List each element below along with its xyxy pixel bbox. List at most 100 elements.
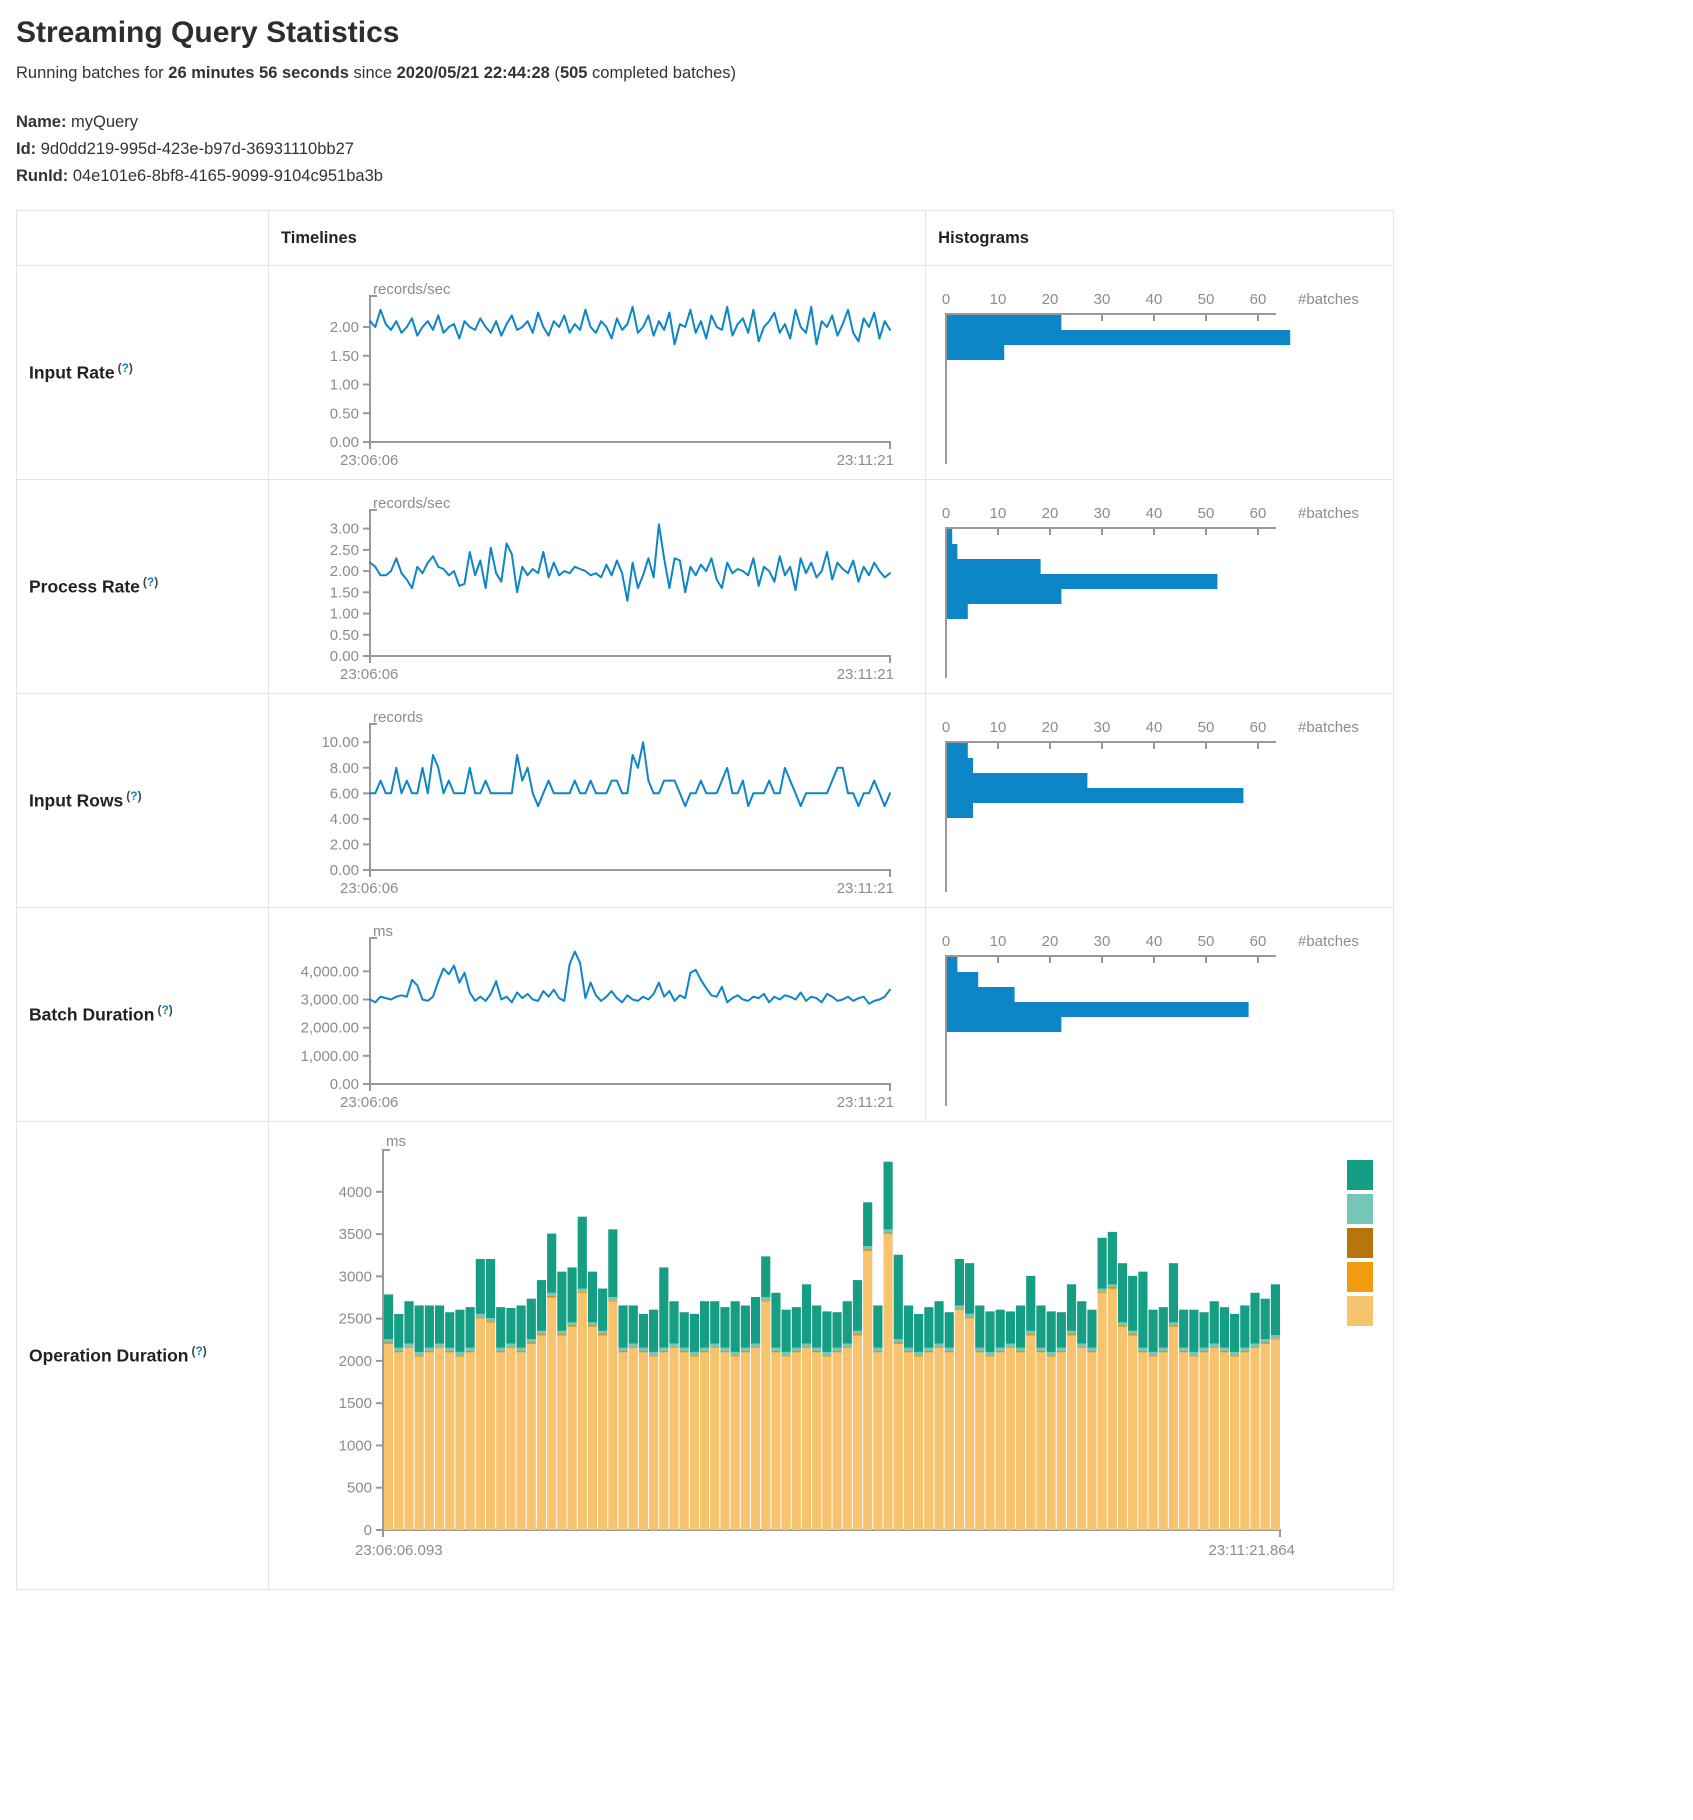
svg-text:1500: 1500	[339, 1395, 372, 1412]
query-runid-line: RunId: 04e101e6-8bf8-4165-9099-9104c951b…	[16, 167, 383, 185]
svg-text:0.00: 0.00	[330, 434, 359, 451]
svg-text:#batches: #batches	[1298, 933, 1359, 950]
svg-text:1.00: 1.00	[330, 377, 359, 394]
svg-text:ms: ms	[373, 923, 393, 940]
svg-text:40: 40	[1146, 291, 1163, 308]
svg-text:2.00: 2.00	[330, 836, 359, 853]
svg-text:23:06:06: 23:06:06	[340, 880, 398, 897]
svg-text:30: 30	[1094, 505, 1111, 522]
svg-text:50: 50	[1198, 505, 1215, 522]
svg-text:0: 0	[364, 1522, 372, 1539]
input-rate-help-icon[interactable]: (?)	[117, 361, 133, 376]
input-rate-timeline-chart: records/sec 2.00 1.50 1.00 0.50 0.00 23:06:06 2…	[275, 274, 925, 477]
svg-text:50: 50	[1198, 933, 1215, 950]
batch-duration-timeline-chart: ms 4,000.00 3,000.00 2,000.00 1,000.00 0.00 23…	[275, 916, 925, 1119]
svg-text:1000: 1000	[339, 1437, 372, 1454]
input-rate-row: Input Rate (?) records/sec 2.00 1.50 1.00 0.5…	[16, 265, 1394, 480]
svg-text:0: 0	[942, 291, 950, 308]
input-rows-row: Input Rows (?) records 10.00 8.00 6.00 4.00 2.…	[16, 693, 1394, 908]
input-rows-label: Input Rows	[29, 790, 124, 811]
query-name-line: Name: myQuery	[16, 113, 138, 131]
operation-duration-stacked-chart: ms 4000 3500 3000 2500 2000 1500 1000 500 0 23:06:…	[275, 1130, 1393, 1575]
svg-text:2.00: 2.00	[330, 563, 359, 580]
batch-duration-help-icon[interactable]: (?)	[157, 1003, 173, 1018]
svg-text:23:06:06: 23:06:06	[340, 666, 398, 683]
input-rows-help-icon[interactable]: (?)	[126, 789, 142, 804]
svg-text:6.00: 6.00	[330, 785, 359, 802]
operation-duration-help-icon[interactable]: (?)	[191, 1344, 207, 1359]
svg-text:60: 60	[1250, 291, 1267, 308]
svg-text:4.00: 4.00	[330, 811, 359, 828]
svg-text:60: 60	[1250, 505, 1267, 522]
svg-text:#batches: #batches	[1298, 719, 1359, 736]
svg-text:1.50: 1.50	[330, 348, 359, 365]
svg-text:20: 20	[1042, 291, 1059, 308]
process-rate-histogram-chart: 0 10 20 30 40 50 60 #batches	[932, 488, 1393, 691]
svg-text:20: 20	[1042, 505, 1059, 522]
query-metadata: Name: myQuery Id: 9d0dd219-995d-423e-b97…	[16, 109, 1677, 190]
svg-text:20: 20	[1042, 719, 1059, 736]
svg-text:0: 0	[942, 719, 950, 736]
input-rate-label: Input Rate	[29, 362, 115, 383]
batch-duration-row: Batch Duration (?) ms 4,000.00 3,000.00 2,00…	[16, 907, 1394, 1122]
operation-duration-label: Operation Duration	[29, 1345, 189, 1366]
svg-text:records/sec: records/sec	[373, 495, 451, 512]
svg-text:0.50: 0.50	[330, 405, 359, 422]
operation-duration-row: Operation Duration (?) ms 4000 3500 3000 2500…	[16, 1121, 1394, 1590]
svg-text:40: 40	[1146, 933, 1163, 950]
histograms-header: Histograms	[925, 210, 1394, 266]
svg-text:30: 30	[1094, 291, 1111, 308]
input-rows-histogram-chart: 0 10 20 30 40 50 60 #batches	[932, 702, 1393, 905]
svg-text:10: 10	[990, 505, 1007, 522]
svg-text:500: 500	[347, 1480, 372, 1497]
svg-text:3,000.00: 3,000.00	[301, 992, 359, 1009]
running-batches-line: Running batches for 26 minutes 56 second…	[16, 64, 737, 82]
svg-text:2500: 2500	[339, 1311, 372, 1328]
input-rows-timeline-chart: records 10.00 8.00 6.00 4.00 2.00 0.00 23:06:06…	[275, 702, 925, 905]
svg-text:30: 30	[1094, 933, 1111, 950]
svg-text:ms: ms	[386, 1133, 406, 1150]
process-rate-row: Process Rate (?) records/sec 3.00 2.50 2.00 1…	[16, 479, 1394, 694]
svg-text:10: 10	[990, 291, 1007, 308]
svg-text:1.00: 1.00	[330, 606, 359, 623]
svg-text:23:06:06: 23:06:06	[340, 452, 398, 469]
svg-text:0.00: 0.00	[330, 648, 359, 665]
query-id-line: Id: 9d0dd219-995d-423e-b97d-36931110bb27	[16, 140, 354, 158]
svg-text:2.50: 2.50	[330, 542, 359, 559]
svg-text:40: 40	[1146, 505, 1163, 522]
svg-text:23:11:21: 23:11:21	[837, 452, 894, 469]
svg-text:0: 0	[942, 933, 950, 950]
svg-text:1,000.00: 1,000.00	[301, 1048, 359, 1065]
svg-text:2000: 2000	[339, 1353, 372, 1370]
svg-text:50: 50	[1198, 719, 1215, 736]
svg-text:23:06:06.093: 23:06:06.093	[355, 1542, 443, 1559]
svg-text:10: 10	[990, 933, 1007, 950]
svg-text:60: 60	[1250, 933, 1267, 950]
table-header-row: Timelines Histograms	[16, 210, 1394, 266]
svg-text:23:11:21: 23:11:21	[837, 1094, 894, 1111]
svg-text:4000: 4000	[339, 1184, 372, 1201]
svg-text:20: 20	[1042, 933, 1059, 950]
streaming-statistics-page: { "header": { "title": "Streaming Query …	[16, 16, 1677, 1590]
batch-duration-label: Batch Duration	[29, 1004, 155, 1025]
svg-text:23:06:06: 23:06:06	[340, 1094, 398, 1111]
process-rate-timeline-chart: records/sec 3.00 2.50 2.00 1.50 1.00 0.50 0.00 2…	[275, 488, 925, 691]
svg-text:#batches: #batches	[1298, 505, 1359, 522]
svg-text:1.50: 1.50	[330, 584, 359, 601]
svg-text:0.00: 0.00	[330, 1076, 359, 1093]
svg-text:23:11:21: 23:11:21	[837, 880, 894, 897]
svg-text:records: records	[373, 709, 423, 726]
svg-text:30: 30	[1094, 719, 1111, 736]
svg-text:records/sec: records/sec	[373, 281, 451, 298]
svg-text:3500: 3500	[339, 1226, 372, 1243]
process-rate-help-icon[interactable]: (?)	[142, 575, 159, 590]
svg-text:3.00: 3.00	[330, 521, 359, 538]
page-title: Streaming Query Statistics	[16, 16, 400, 49]
svg-text:2,000.00: 2,000.00	[301, 1020, 359, 1037]
empty-header-cell	[16, 210, 269, 266]
svg-text:10: 10	[990, 719, 1007, 736]
svg-text:0: 0	[942, 505, 950, 522]
svg-text:10.00: 10.00	[321, 734, 359, 751]
process-rate-label: Process Rate	[29, 576, 140, 597]
svg-text:50: 50	[1198, 291, 1215, 308]
